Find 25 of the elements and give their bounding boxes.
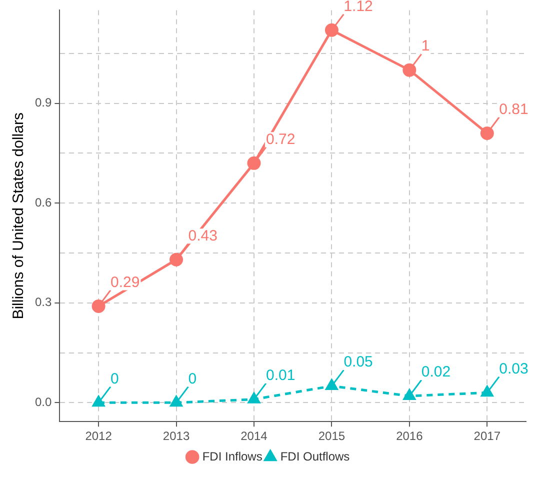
- data-label: 0.05: [344, 354, 373, 371]
- x-tick-label: 2012: [85, 429, 112, 444]
- data-label: 0: [188, 370, 197, 388]
- data-label: 0: [110, 370, 119, 388]
- y-axis-title: Billions of United States dollars: [10, 112, 28, 320]
- x-tick-label: 2017: [474, 429, 501, 444]
- data-label: 0.29: [110, 274, 140, 291]
- data-label: 0.72: [266, 130, 296, 148]
- data-label: 0.03: [499, 360, 528, 378]
- y-tick-label: 0.3: [34, 295, 52, 310]
- data-label: 0.43: [188, 227, 218, 244]
- legend-label: FDI Outflows: [280, 449, 350, 464]
- legend-label: FDI Inflows: [202, 449, 262, 464]
- y-tick-label: 0.6: [34, 195, 52, 210]
- data-label: 1.12: [344, 0, 373, 15]
- x-tick-label: 2015: [318, 429, 346, 444]
- y-tick-label: 0.0: [34, 394, 52, 409]
- data-label: 1: [421, 38, 430, 55]
- x-tick-label: 2013: [162, 429, 190, 444]
- x-tick-label: 2014: [240, 429, 268, 444]
- data-label: 0.02: [421, 364, 451, 381]
- data-label: 0.81: [499, 100, 528, 118]
- data-label: 0.01: [266, 366, 296, 384]
- y-tick-label: 0.9: [34, 96, 52, 110]
- x-tick-label: 2016: [396, 429, 424, 444]
